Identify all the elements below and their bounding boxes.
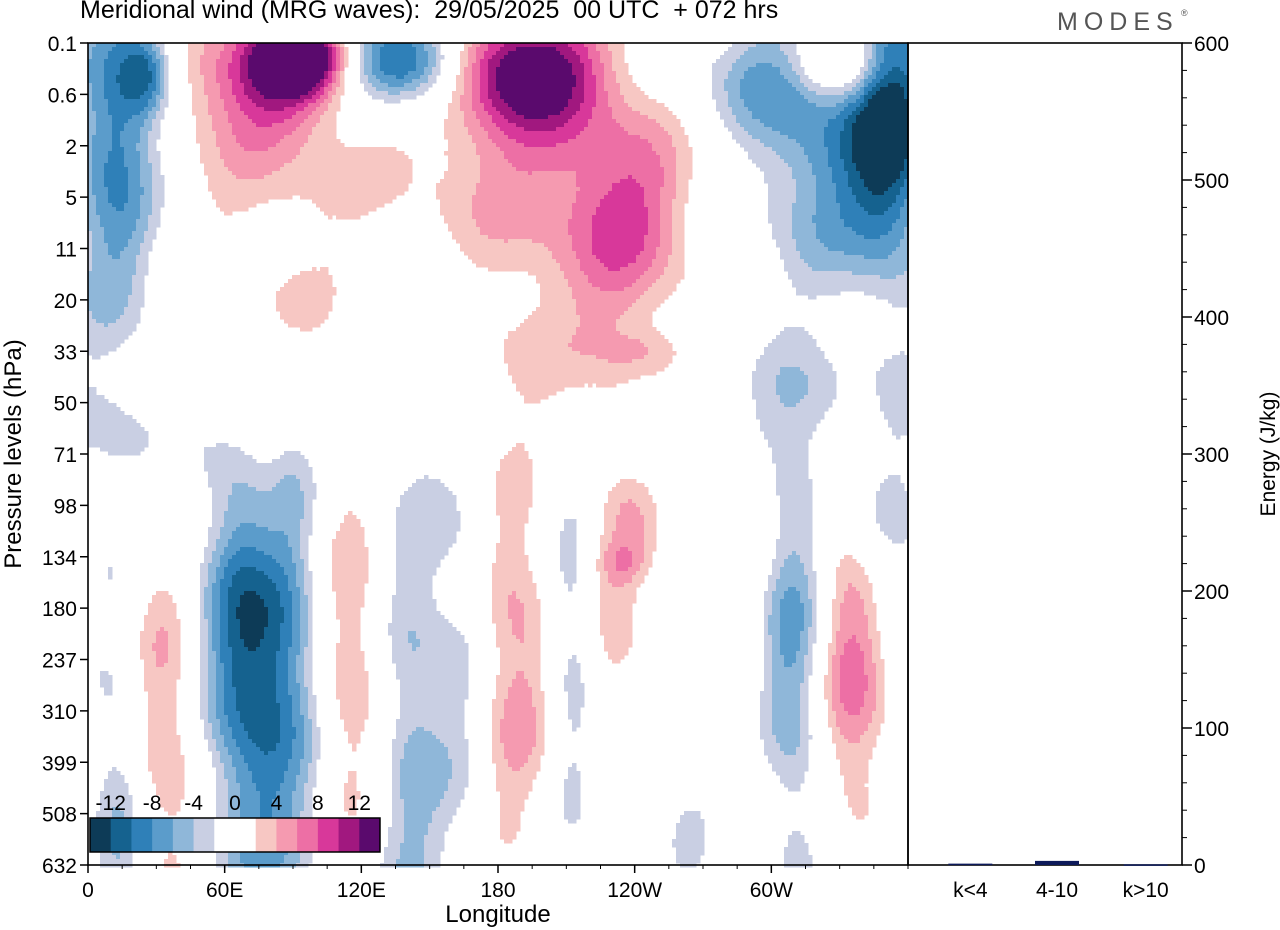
energy-bar: [1035, 860, 1079, 865]
energy-category-label: 4-10: [1036, 879, 1078, 902]
colorbar-swatch: [359, 818, 381, 852]
heatmap-field: [88, 43, 909, 868]
energy-tick-label: 500: [1194, 170, 1229, 193]
colorbar-swatch: [338, 818, 360, 852]
x-axis-label: Longitude: [445, 901, 550, 928]
y-tick-label: 0.1: [48, 33, 77, 56]
y-tick-label: 237: [42, 650, 77, 673]
y-axis-label: Pressure levels (hPa): [0, 339, 27, 568]
colorbar-label: 8: [312, 792, 324, 815]
x-tick-label: 120E: [337, 879, 386, 902]
y-tick-label: 71: [54, 444, 77, 467]
colorbar-swatch: [152, 818, 174, 852]
energy-category-label: k>10: [1123, 879, 1169, 902]
y-tick-label: 50: [54, 393, 77, 416]
energy-tick-label: 200: [1194, 581, 1229, 604]
energy-bars: k<4 4-10 k>10: [948, 860, 1169, 902]
y-tick-label: 508: [42, 804, 77, 827]
y-tick-label: 399: [42, 752, 77, 775]
colorbar-frame: [89, 817, 381, 853]
colorbar-label: 4: [271, 792, 283, 815]
energy-axis-label: Energy (J/kg): [1257, 392, 1280, 517]
colorbar-swatch: [110, 818, 132, 852]
colorbar-swatch: [255, 818, 277, 852]
axes: 0.1 0.6 2 5 11 20 33 50 71 98 134 180 237 310 399 508 63…: [42, 33, 1229, 902]
colorbar-swatch: [90, 818, 112, 852]
colorbar-swatch: [214, 818, 236, 852]
colorbar-swatch: [172, 818, 194, 852]
colorbar-label: -12: [96, 792, 126, 815]
colorbar-label: -8: [143, 792, 162, 815]
y-tick-label: 134: [42, 547, 77, 570]
y-tick-label: 20: [54, 290, 77, 313]
colorbar-label: 12: [348, 792, 371, 815]
y-tick-label: 11: [55, 239, 77, 262]
colorbar: -12 -8 -4 0 4 8 12: [89, 792, 381, 853]
y-tick-label: 632: [42, 855, 77, 878]
colorbar-swatch: [131, 818, 153, 852]
energy-tick-label: 0: [1194, 855, 1206, 878]
colorbar-swatch: [276, 818, 298, 852]
colorbar-swatch: [297, 818, 319, 852]
energy-tick-label: 100: [1194, 718, 1229, 741]
y-tick-label: 180: [42, 598, 77, 621]
y-tick-label: 5: [65, 187, 77, 210]
x-tick-label: 60E: [206, 879, 243, 902]
x-tick-label: 180: [480, 879, 515, 902]
energy-bar: [1123, 864, 1168, 866]
x-tick-label: 60W: [750, 879, 793, 902]
brand-logo: MODES: [1057, 8, 1179, 36]
energy-category-label: k<4: [953, 879, 988, 902]
y-tick-label: 33: [54, 341, 77, 364]
colorbar-swatch: [317, 818, 339, 852]
colorbar-swatch: [193, 818, 215, 852]
colorbar-label: -4: [184, 792, 203, 815]
y-tick-label: 310: [42, 701, 77, 724]
y-tick-label: 0.6: [48, 84, 77, 107]
energy-bar: [948, 863, 993, 866]
x-tick-label: 0: [82, 879, 94, 902]
x-tick-label: 120W: [607, 879, 662, 902]
energy-tick-label: 600: [1194, 33, 1229, 56]
energy-tick-label: 300: [1194, 444, 1229, 467]
y-tick-label: 98: [54, 495, 77, 518]
colorbar-swatch: [235, 818, 257, 852]
y-tick-label: 2: [65, 136, 77, 159]
energy-frame: [907, 42, 1183, 866]
chart-title: Meridional wind (MRG waves): 29/05/2025 …: [80, 0, 779, 24]
brand-mark: ®: [1181, 8, 1188, 18]
colorbar-label: 0: [229, 792, 241, 815]
energy-tick-label: 400: [1194, 307, 1229, 330]
